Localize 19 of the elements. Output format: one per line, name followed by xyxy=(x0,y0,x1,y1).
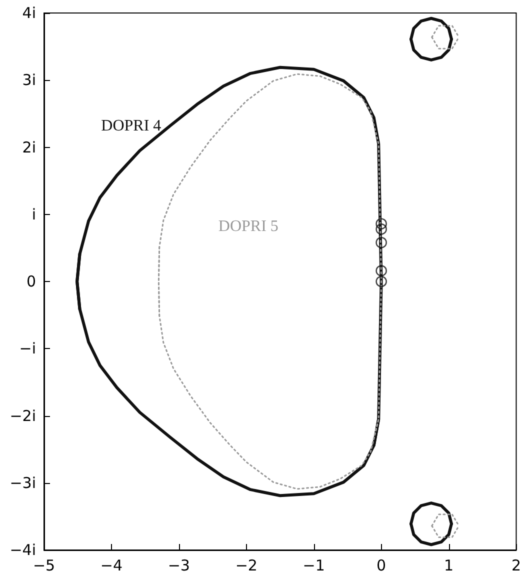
y-tick-label: −i xyxy=(19,340,36,358)
series-label: DOPRI 4 xyxy=(101,117,162,134)
y-tick-label: −4i xyxy=(10,541,36,559)
x-tick-label: 0 xyxy=(376,556,386,574)
x-tick-label: −4 xyxy=(100,556,123,574)
x-tick-label: 1 xyxy=(444,556,454,574)
y-tick-label: 0 xyxy=(26,272,36,290)
y-tick-label: 2i xyxy=(22,138,36,156)
x-tick-label: −2 xyxy=(235,556,258,574)
y-tick-label: i xyxy=(32,205,36,224)
y-tick-label: −3i xyxy=(10,474,36,492)
y-tick-label: −2i xyxy=(10,406,36,425)
y-tick-label: 4i xyxy=(22,4,36,22)
x-tick-label: −1 xyxy=(302,556,325,574)
text: DOPRI 5 xyxy=(218,218,278,235)
x-tick-label: −3 xyxy=(168,556,190,574)
x-tick-label: 2 xyxy=(511,556,521,574)
x-tick-label: −5 xyxy=(32,556,56,574)
y-tick-label: 3i xyxy=(22,71,36,90)
